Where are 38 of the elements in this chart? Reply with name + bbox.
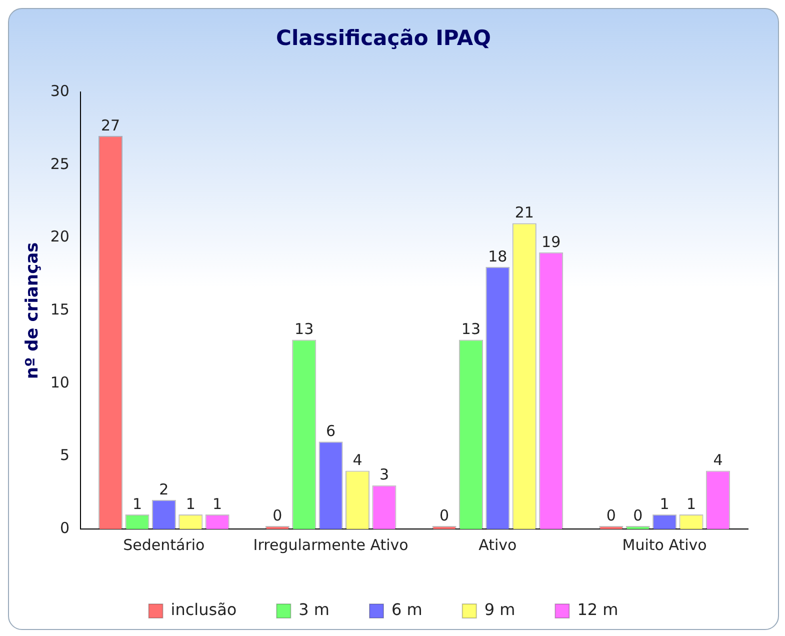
data-label: 1 (212, 494, 222, 513)
legend-label: 3 m (298, 600, 330, 620)
y-tick-label: 0 (60, 518, 70, 537)
data-label: 1 (132, 494, 142, 513)
x-tick-label: Sedentário (123, 536, 205, 554)
x-tick-label: Irregularmente Ativo (253, 536, 408, 554)
legend-label: 12 m (577, 600, 618, 620)
data-label: 2 (159, 480, 169, 498)
chart-title: Classificação IPAQ (276, 26, 491, 50)
data-label: 3 (379, 466, 389, 484)
data-label: 0 (606, 506, 616, 524)
y-tick-label: 30 (50, 82, 70, 100)
data-label: 0 (633, 506, 643, 524)
data-label: 13 (461, 320, 481, 338)
data-label: 18 (488, 247, 508, 266)
y-tick-label: 20 (50, 228, 70, 246)
data-label: 0 (272, 506, 282, 524)
data-label: 21 (514, 204, 534, 222)
data-label: 1 (186, 494, 196, 513)
y-axis-title: nº de crianças (22, 242, 43, 379)
data-label: 1 (686, 494, 696, 513)
data-label: 27 (100, 116, 120, 134)
data-label: 19 (542, 232, 561, 251)
legend-label: 9 m (484, 600, 516, 620)
legend-label: 6 m (392, 600, 422, 620)
x-tick-label: Ativo (478, 536, 517, 554)
data-label: 4 (713, 451, 723, 470)
y-tick-label: 15 (50, 300, 70, 318)
y-tick-label: 5 (60, 446, 70, 464)
y-tick-label: 10 (50, 373, 70, 392)
legend-label: inclusão (170, 600, 237, 620)
data-label: 0 (440, 506, 450, 524)
data-label: 4 (352, 451, 362, 470)
data-label: 1 (660, 494, 670, 513)
y-tick-label: 25 (50, 154, 70, 173)
x-tick-label: Muito Ativo (622, 536, 707, 554)
data-label: 6 (326, 422, 336, 440)
data-label: 13 (294, 320, 314, 338)
